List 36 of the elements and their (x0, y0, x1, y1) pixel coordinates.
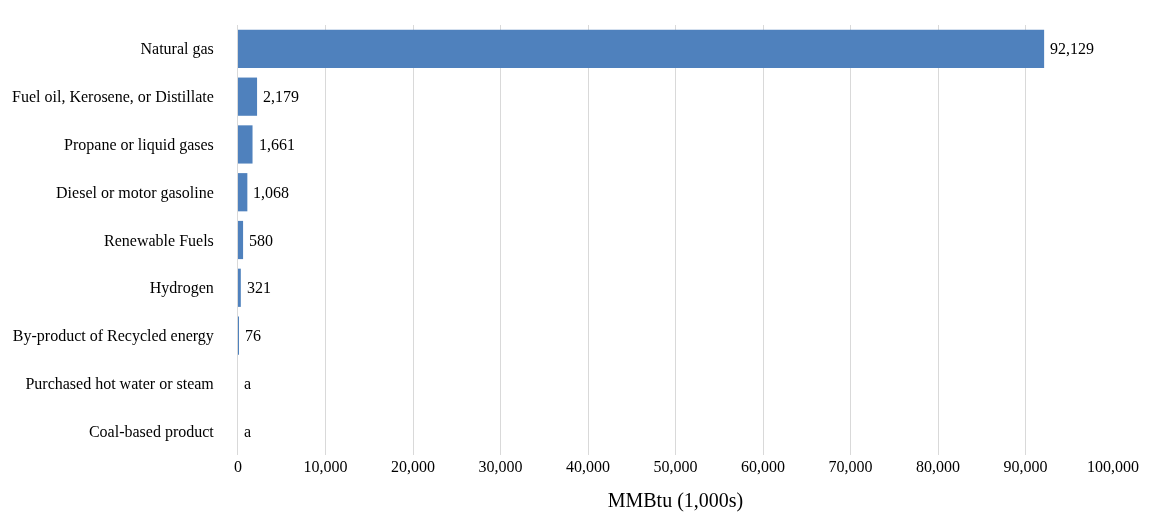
x-tick-label: 40,000 (566, 458, 610, 475)
bar (238, 220, 244, 260)
x-tick-label: 0 (234, 458, 242, 475)
y-tick-label: Propane or liquid gases (64, 136, 214, 155)
x-tick-label: 100,000 (1087, 458, 1139, 475)
y-tick-label: Fuel oil, Kerosene, or Distillate (12, 88, 214, 106)
y-tick-label: Hydrogen (149, 279, 214, 298)
y-tick-label: Purchased hot water or steam (25, 374, 215, 392)
y-tick-label: Renewable Fuels (104, 231, 214, 249)
bar (238, 268, 241, 307)
x-tick-label: 20,000 (391, 458, 435, 475)
text: a (244, 423, 252, 440)
data-label: 1,661 (259, 136, 295, 153)
y-tick-label: Coal-based product (88, 422, 215, 441)
bar (238, 125, 253, 164)
y-tick-label: By-product of Recycled energy (12, 327, 214, 346)
x-tick-label: 90,000 (1003, 458, 1048, 475)
x-axis-title: MMBtu (1,000s) (607, 488, 744, 512)
data-label: 580 (249, 232, 273, 249)
x-tick-label: 50,000 (653, 458, 698, 475)
y-tick-label: Natural gas (140, 40, 214, 59)
x-tick-label: 60,000 (741, 458, 785, 475)
y-tick-label: Diesel or motor gasoline (56, 183, 214, 202)
x-tick-label: 30,000 (478, 458, 523, 475)
data-label: 76 (245, 327, 261, 344)
x-tick-label: 80,000 (916, 458, 960, 475)
text: a (244, 375, 252, 392)
x-tick-label: 10,000 (303, 458, 348, 475)
bar (238, 173, 248, 212)
data-label: 2,179 (263, 88, 299, 105)
bar (238, 29, 1045, 68)
data-label: 1,068 (253, 184, 289, 201)
data-label: 321 (247, 279, 271, 296)
data-label: 92,129 (1050, 40, 1094, 57)
x-tick-label: 70,000 (828, 458, 873, 475)
bar (238, 77, 258, 116)
